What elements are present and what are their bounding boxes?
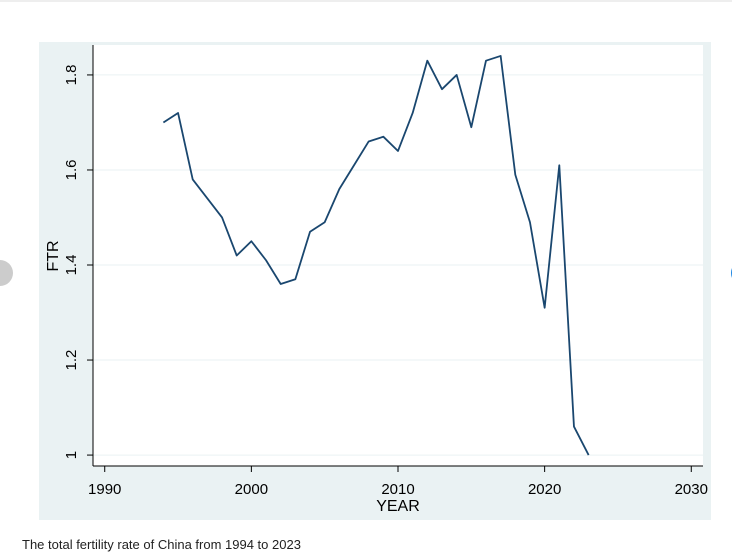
x-axis-label: YEAR [376, 498, 420, 515]
x-tick-label: 2030 [675, 481, 708, 498]
y-tick-label: 1.6 [63, 160, 80, 181]
data-line [162, 55, 590, 456]
y-tick-label: 1.2 [63, 350, 80, 371]
x-tick-label: 2010 [381, 481, 414, 498]
y-tick-label: 1.4 [63, 255, 80, 276]
plot-area [93, 45, 703, 466]
x-tick-label: 1990 [88, 481, 121, 498]
caption: The total fertility rate of China from 1… [22, 537, 301, 552]
y-axis-label: FTR [45, 240, 62, 271]
prev-button[interactable] [0, 260, 13, 286]
y-tick-label: 1 [63, 451, 80, 459]
x-tick-label: 2020 [528, 481, 561, 498]
x-tick-label: 2000 [235, 481, 268, 498]
y-tick-label: 1.8 [63, 65, 80, 86]
